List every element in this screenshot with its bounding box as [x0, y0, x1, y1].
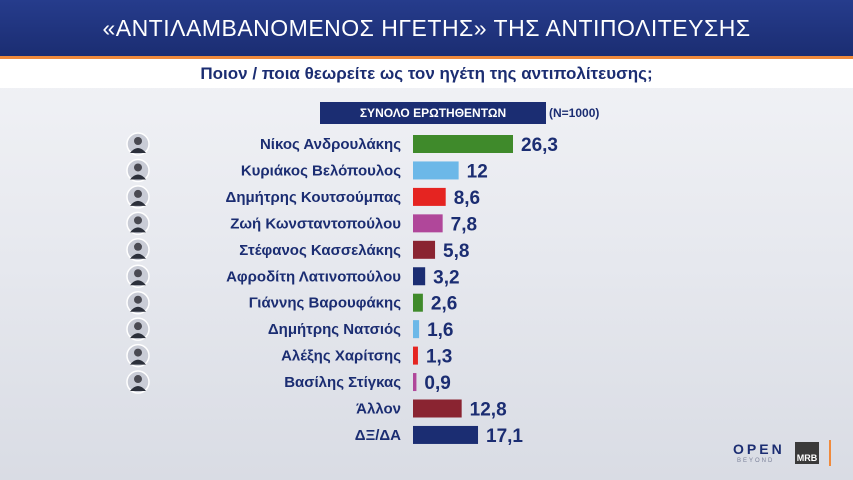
bar-row: ΔΞ/ΔΑ 17,1 — [355, 425, 523, 447]
bar-row: Νίκος Ανδρουλάκης 26,3 — [126, 132, 558, 156]
bar-row: Γιάννης Βαρουφάκης 2,6 — [126, 290, 457, 315]
category-label: Κυριάκος Βελόπουλος — [241, 162, 401, 179]
value-label: 12 — [467, 161, 488, 182]
value-label: 12,8 — [470, 400, 507, 421]
chart-title: «ΑΝΤΙΛΑΜΒΑΝΟΜΕΝΟΣ ΗΓΕΤΗΣ» ΤΗΣ ΑΝΤΙΠΟΛΙΤΕ… — [0, 0, 853, 56]
mrb-logo: MRB — [795, 442, 819, 464]
category-label: Δημήτρης Κουτσούμπας — [226, 189, 402, 206]
category-label: Δημήτρης Νατσιός — [268, 321, 401, 338]
value-label: 5,8 — [443, 241, 469, 262]
category-label: Γιάννης Βαρουφάκης — [249, 295, 401, 312]
person-avatar — [126, 370, 150, 394]
person-avatar — [126, 290, 150, 315]
person-avatar — [126, 185, 150, 209]
bar-row: Ζωή Κωνσταντοπούλου 7,8 — [126, 211, 477, 236]
bar-row: Κυριάκος Βελόπουλος 12 — [126, 158, 488, 183]
bar — [413, 135, 513, 153]
category-label: Νίκος Ανδρουλάκης — [260, 136, 401, 153]
category-label: Βασίλης Στίγκας — [284, 374, 401, 391]
bar — [413, 293, 423, 312]
bar-row: Αφροδίτη Λατινοπούλου 3,2 — [126, 264, 460, 288]
logo-separator — [829, 440, 831, 466]
open-logo-tagline: BEYOND — [737, 458, 775, 464]
bar-row: Δημήτρης Κουτσούμπας 8,6 — [126, 185, 480, 209]
person-avatar — [126, 158, 150, 183]
chart-subtitle: Ποιον / ποια θεωρείτε ως τον ηγέτη της α… — [0, 59, 853, 88]
bar — [413, 161, 459, 180]
category-label: Άλλον — [356, 401, 401, 418]
category-label: Ζωή Κωνσταντοπούλου — [230, 215, 401, 232]
value-label: 0,9 — [424, 373, 450, 394]
bar — [413, 187, 446, 206]
bar — [413, 214, 443, 233]
value-label: 17,1 — [486, 426, 523, 447]
person-avatar — [126, 211, 150, 236]
bar — [413, 373, 417, 392]
value-label: 3,2 — [433, 267, 459, 288]
bar — [413, 240, 436, 259]
value-label: 1,6 — [427, 320, 453, 341]
bar — [413, 320, 420, 339]
value-label: 26,3 — [521, 135, 558, 156]
bar — [413, 425, 479, 444]
bar — [413, 399, 462, 418]
bar — [413, 267, 426, 286]
value-label: 1,3 — [426, 347, 452, 368]
sample-label: ΣΥΝΟΛΟ ΕΡΩΤΗΘΕΝΤΩΝ — [320, 102, 546, 124]
value-label: 7,8 — [451, 214, 477, 235]
title-accent-line — [0, 56, 853, 59]
category-label: Αλέξης Χαρίτσης — [281, 348, 401, 365]
person-avatar — [126, 238, 150, 262]
category-label: Αφροδίτη Λατινοπούλου — [226, 268, 401, 285]
bar-row: Στέφανος Κασσελάκης 5,8 — [126, 238, 469, 262]
category-label: ΔΞ/ΔΑ — [355, 427, 401, 444]
category-label: Στέφανος Κασσελάκης — [239, 242, 401, 259]
bar — [413, 346, 418, 365]
bar-row: Βασίλης Στίγκας 0,9 — [126, 370, 451, 394]
person-avatar — [126, 343, 150, 368]
value-label: 8,6 — [454, 188, 480, 209]
bar-row: Δημήτρης Νατσιός 1,6 — [126, 317, 454, 341]
open-logo: OPEN — [733, 441, 785, 457]
person-avatar — [126, 317, 150, 341]
bar-row: Άλλον 12,8 — [356, 399, 507, 421]
sample-size: (N=1000) — [549, 106, 600, 120]
person-avatar — [126, 132, 150, 156]
bar-row: Αλέξης Χαρίτσης 1,3 — [126, 343, 452, 368]
person-avatar — [126, 264, 150, 288]
value-label: 2,6 — [431, 294, 457, 315]
